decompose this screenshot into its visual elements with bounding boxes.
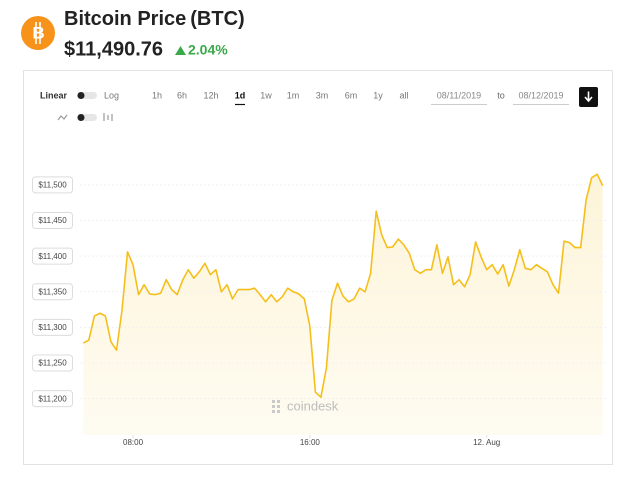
y-tick-label: $11,250 xyxy=(38,359,67,368)
watermark: coindesk xyxy=(287,398,339,413)
wm-dot xyxy=(277,400,280,403)
ticker: (BTC) xyxy=(190,8,244,30)
range-button[interactable]: 3m xyxy=(316,90,329,100)
x-tick-label: 16:00 xyxy=(300,438,321,447)
toggle-knob xyxy=(77,92,85,99)
watermark-icon xyxy=(272,400,280,413)
price: $11,490.76 xyxy=(64,38,163,60)
up-arrow xyxy=(175,46,186,55)
wm-dot xyxy=(272,400,275,403)
date-from[interactable]: 08/11/2019 xyxy=(437,90,481,100)
candle-icon[interactable] xyxy=(103,113,113,121)
range-button[interactable]: 12h xyxy=(203,90,218,100)
range-button[interactable]: 1y xyxy=(373,90,383,100)
y-tick-label: $11,400 xyxy=(38,252,67,261)
y-tick-box xyxy=(32,354,73,372)
toggle-knob xyxy=(77,114,85,121)
logo-letter: B xyxy=(32,23,44,42)
range-button[interactable]: 1d xyxy=(235,90,246,100)
wm-dot xyxy=(277,410,280,413)
download-icon xyxy=(584,91,593,103)
wm-dot xyxy=(277,405,280,408)
y-tick-box xyxy=(32,212,73,230)
x-tick-label: 12. Aug xyxy=(473,438,500,447)
range-buttons: 1h 6h 12h 1d 1w 1m 3m 6m 1y all xyxy=(152,90,409,106)
date-separator: to xyxy=(497,90,505,100)
date-to[interactable]: 08/12/2019 xyxy=(518,90,563,100)
y-tick-box xyxy=(32,318,73,336)
scale-log[interactable]: Log xyxy=(104,90,119,100)
line-chart-icon[interactable] xyxy=(57,114,68,121)
wm-dot xyxy=(272,410,275,413)
range-button[interactable]: 6m xyxy=(345,90,358,100)
y-tick-box xyxy=(32,247,73,265)
y-tick-label: $11,500 xyxy=(38,181,67,190)
y-tick-label: $11,200 xyxy=(38,394,67,403)
y-tick-box xyxy=(32,283,73,301)
range-button[interactable]: 1m xyxy=(287,90,300,100)
wm-dot xyxy=(272,405,275,408)
price-area xyxy=(83,174,603,435)
range-button[interactable]: 1h xyxy=(152,90,162,100)
page-title: Bitcoin Price (BTC) xyxy=(64,8,245,30)
y-tick-box xyxy=(32,176,73,194)
x-tick-label: 08:00 xyxy=(123,438,144,447)
plot: $11,200 $11,250 $11,300 $11,350 $11,400 $11,4… xyxy=(32,173,606,447)
title: Bitcoin Price xyxy=(64,8,186,30)
y-tick-box xyxy=(32,390,73,408)
y-tick-label: $11,350 xyxy=(38,287,67,296)
range-button[interactable]: 6h xyxy=(177,90,187,100)
scale-linear[interactable]: Linear xyxy=(40,90,68,100)
y-tick-label: $11,300 xyxy=(38,323,67,332)
range-button[interactable]: all xyxy=(399,90,408,100)
price-change: 2.04% xyxy=(188,42,228,58)
bitcoin-logo xyxy=(21,16,55,50)
range-button[interactable]: 1w xyxy=(260,90,272,100)
price-line xyxy=(82,173,604,398)
y-tick-label: $11,450 xyxy=(38,216,67,225)
